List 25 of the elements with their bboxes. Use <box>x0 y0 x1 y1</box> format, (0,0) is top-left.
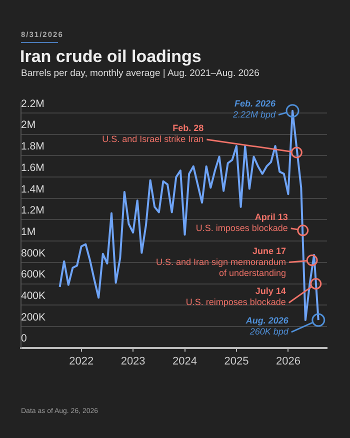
x-tick-label: 2025 <box>224 355 249 368</box>
x-tick-label: 2022 <box>69 355 94 368</box>
chart-subtitle: Barrels per day, monthly average | Aug. 2021–Aug. 2026 <box>21 68 260 79</box>
x-tick-label: 2023 <box>120 355 146 368</box>
y-tick-label: 1.2M <box>21 204 44 217</box>
y-tick-label: 600K <box>21 268 46 281</box>
y-tick-label: 0 <box>21 332 27 345</box>
y-tick-label: 800K <box>21 247 46 260</box>
annotation: Feb. 2026 2.22M bpd <box>232 98 277 120</box>
annotation: Feb. 28 U.S. and Israel strike Iran <box>102 122 204 144</box>
y-tick-label: 1.6M <box>21 162 44 174</box>
x-tick-label: 2026 <box>276 355 300 368</box>
annotation: Aug. 2026 260K bpd <box>244 316 290 337</box>
x-tick-label: 2024 <box>172 355 198 368</box>
y-tick-label: 200K <box>21 311 46 324</box>
y-tick-label: 2M <box>21 119 36 132</box>
annotation: July 14 U.S. reimposes blockade <box>186 286 286 308</box>
annotation: June 17 U.S. and Iran sign memorandum of understanding <box>156 246 286 278</box>
y-tick-label: 2.2M <box>21 98 44 110</box>
annotation: April 13 U.S. imposes blockade <box>196 212 288 233</box>
chart-title: Iran crude oil loadings <box>20 47 202 67</box>
y-tick-label: 1.4M <box>21 183 44 196</box>
y-tick-label: 1M <box>21 226 36 238</box>
y-tick-label: 1.8M <box>21 140 44 153</box>
y-tick-label: 400K <box>21 290 46 302</box>
